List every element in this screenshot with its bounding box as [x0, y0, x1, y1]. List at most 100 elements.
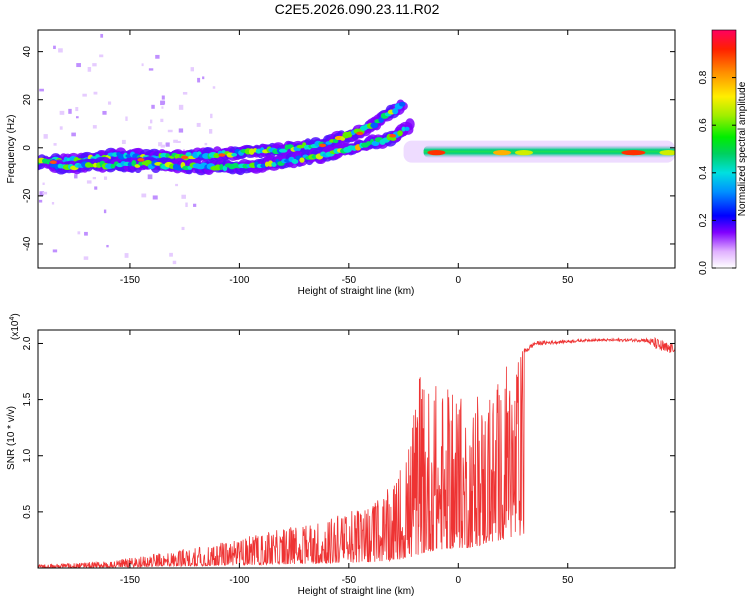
spectrogram-speckle	[106, 244, 109, 248]
spectrogram-speckle	[59, 110, 65, 115]
spectrogram-speckle	[38, 199, 43, 203]
spectrogram-speckle	[58, 48, 63, 53]
spectrogram-speckle	[149, 119, 153, 124]
spectrogram-panel: -150 -100 -50 0 50 -40 -20 0 20 40 Height of str…	[6, 29, 676, 297]
spectrogram-cell	[397, 130, 403, 137]
spectrogram-speckle	[82, 93, 87, 97]
spectrogram-speckle	[160, 118, 164, 123]
x-tick-label: -100	[229, 575, 249, 586]
spectrogram-speckle	[75, 116, 79, 119]
x-tick-label: -150	[120, 575, 140, 586]
spectrogram-speckle	[99, 54, 104, 58]
spectrogram-cell	[278, 148, 288, 153]
spectrogram-speckle	[77, 231, 81, 235]
snr-exponent-close: )	[10, 313, 21, 316]
spectrogram-speckle	[53, 143, 57, 146]
x-tick-label: -150	[120, 275, 140, 286]
snr-exponent-label: (x104)	[9, 313, 21, 340]
spectrogram-speckle	[210, 113, 213, 119]
spectrogram-speckle	[141, 63, 144, 67]
spectrogram-speckle	[43, 134, 48, 139]
snr-exponent-power: 4	[9, 317, 16, 321]
spectrogram-speckle	[158, 142, 163, 147]
spectrogram-speckle	[178, 128, 184, 133]
spectrogram-speckle	[71, 132, 76, 137]
snr-panel: -150 -100 -50 0 50 0.5 1.0 1.5 2.0 Height of st…	[6, 313, 676, 597]
spectrogram-speckle	[53, 45, 56, 50]
y-tick-label: 20	[22, 94, 33, 106]
spectrogram-x-axis: -150 -100 -50 0 50	[120, 30, 574, 286]
spectrogram-speckle	[160, 144, 166, 148]
spectrogram-speckle	[74, 174, 78, 179]
spectrogram-speckle	[181, 226, 185, 231]
spectrogram-cell	[110, 163, 116, 169]
spectrogram-speckle	[152, 195, 158, 200]
x-tick-label: -100	[229, 275, 249, 286]
y-tick-label: 40	[22, 46, 33, 58]
spectrogram-speckle	[151, 104, 155, 109]
svg-text:(x104): (x104)	[9, 313, 21, 340]
figure-title: C2E5.2026.090.23.11.R02	[275, 1, 440, 17]
spectrogram-cell	[401, 126, 406, 132]
spectrogram-speckle	[160, 100, 165, 106]
x-tick-label: 0	[456, 575, 462, 586]
x-tick-label: 50	[562, 575, 574, 586]
spectrogram-speckle	[124, 253, 129, 258]
spectrogram-speckle	[176, 140, 181, 143]
spectrogram-speckle	[42, 182, 45, 185]
spectrogram-speckle	[107, 101, 112, 105]
snr-y-axis: 0.5 1.0 1.5 2.0	[22, 336, 675, 519]
spectrogram-speckle	[155, 54, 160, 59]
spectrogram-speckle	[39, 88, 44, 92]
spectrogram-speckle	[167, 129, 173, 133]
spectrogram-image	[38, 33, 675, 265]
spectrogram-cell	[231, 152, 238, 157]
spectrogram-speckle	[39, 191, 45, 196]
x-tick-label: -50	[342, 275, 357, 286]
spectrogram-speckle	[175, 183, 179, 187]
spectrogram-cell	[222, 165, 228, 172]
colorbar-tick-label: 0.8	[698, 70, 709, 84]
snr-series-line	[38, 336, 675, 568]
spectrogram-speckle	[52, 249, 58, 253]
snr-y-label: SNR (10 * v/v)	[6, 406, 17, 470]
spectrogram-y-label: Frequency (Hz)	[6, 115, 17, 184]
spectrogram-x-label: Height of straight line (km)	[298, 286, 415, 297]
snr-frame	[37, 329, 676, 569]
spectrogram-cell	[213, 153, 220, 159]
y-tick-label: 1.5	[22, 392, 33, 406]
spectrogram-speckle	[68, 108, 72, 114]
spectrogram-speckle	[185, 202, 188, 208]
spectrogram-tail-band	[423, 145, 675, 158]
spectrogram-cell	[370, 122, 379, 129]
colorbar-tick-label: 0.6	[698, 118, 709, 132]
spectrogram-cell	[398, 101, 406, 107]
spectrogram-speckle	[102, 110, 107, 115]
colorbar-tick-label: 0.0	[698, 261, 709, 275]
y-tick-label: -20	[22, 188, 33, 203]
x-tick-label: -50	[342, 575, 357, 586]
spectrogram-speckle	[100, 33, 104, 38]
spectrogram-hotspot	[218, 153, 226, 157]
colorbar-label: Normalized spectral amplitude	[737, 81, 748, 216]
spectrogram-cell	[134, 164, 141, 168]
spectrogram-hotspot	[427, 150, 446, 156]
spectrogram-speckle	[76, 63, 81, 68]
spectrogram-speckle	[84, 231, 88, 236]
x-tick-label: 0	[456, 275, 462, 286]
spectrogram-speckle	[86, 180, 92, 184]
y-tick-label: 0.5	[22, 504, 33, 518]
snr-exponent-base: (x10	[10, 320, 21, 340]
colorbar-tick-label: 0.2	[698, 213, 709, 227]
spectrogram-speckle	[182, 149, 186, 153]
y-tick-label: 1.0	[22, 448, 33, 462]
spectrogram-speckle	[141, 193, 147, 198]
spectrogram-speckle	[178, 104, 184, 110]
spectrogram-speckle	[87, 67, 92, 72]
colorbar: 0.0 0.2 0.4 0.6 0.8 Normalized spectral ampl…	[698, 29, 748, 275]
spectrogram-speckle	[197, 77, 201, 83]
spectrogram-hotspot	[514, 150, 533, 156]
snr-x-label: Height of straight line (km)	[298, 586, 415, 597]
spectrogram-cell	[271, 162, 277, 168]
